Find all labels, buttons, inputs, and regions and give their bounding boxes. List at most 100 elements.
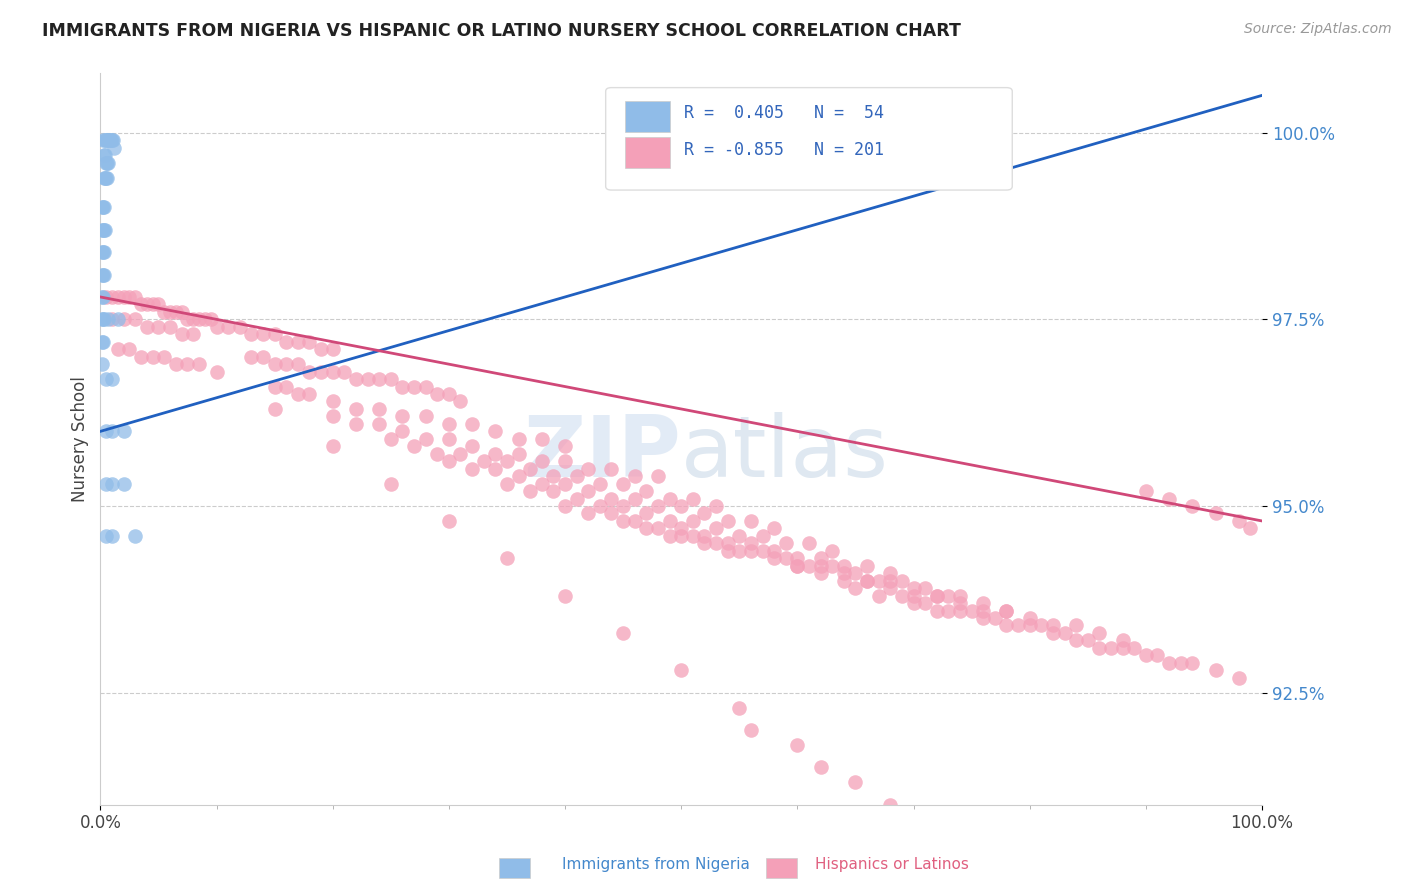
Point — [90, 245, 112, 260]
Point — [496, 551, 519, 566]
Point — [101, 133, 124, 147]
Point — [960, 603, 983, 617]
Point — [763, 544, 786, 558]
Point — [93, 223, 115, 237]
Point — [1159, 491, 1181, 506]
Point — [856, 574, 879, 588]
Point — [90, 334, 112, 349]
Point — [91, 245, 114, 260]
Point — [810, 551, 832, 566]
Point — [612, 626, 634, 640]
Point — [298, 365, 321, 379]
Point — [751, 529, 773, 543]
Point — [188, 312, 211, 326]
Point — [717, 536, 740, 550]
Point — [1111, 640, 1133, 655]
Point — [938, 603, 960, 617]
Point — [94, 148, 117, 162]
Point — [1239, 521, 1261, 535]
Point — [437, 432, 460, 446]
Point — [118, 343, 141, 357]
Point — [93, 170, 115, 185]
Point — [879, 797, 901, 812]
Point — [170, 305, 193, 319]
Point — [322, 365, 344, 379]
Point — [380, 372, 402, 386]
Point — [636, 507, 658, 521]
Point — [240, 327, 263, 342]
Point — [658, 529, 681, 543]
Point — [93, 200, 115, 214]
Point — [112, 290, 135, 304]
Point — [565, 469, 588, 483]
Point — [554, 499, 576, 513]
Point — [740, 723, 762, 737]
Point — [107, 290, 129, 304]
Point — [903, 589, 925, 603]
FancyBboxPatch shape — [626, 101, 669, 131]
Point — [101, 425, 124, 439]
Point — [368, 417, 391, 431]
Point — [276, 379, 298, 393]
Point — [1031, 618, 1053, 632]
Point — [91, 312, 114, 326]
Point — [450, 394, 472, 409]
Y-axis label: Nursery School: Nursery School — [72, 376, 89, 502]
Point — [879, 581, 901, 595]
Point — [344, 401, 367, 416]
Point — [344, 372, 367, 386]
Point — [217, 319, 239, 334]
Point — [1123, 640, 1146, 655]
Point — [96, 133, 118, 147]
FancyBboxPatch shape — [606, 87, 1012, 190]
Point — [309, 365, 332, 379]
Point — [402, 439, 425, 453]
Point — [153, 305, 176, 319]
Point — [868, 574, 890, 588]
Point — [600, 507, 623, 521]
Point — [704, 536, 727, 550]
Point — [740, 514, 762, 528]
Point — [97, 312, 120, 326]
Point — [252, 327, 274, 342]
Point — [135, 319, 157, 334]
Point — [612, 499, 634, 513]
Point — [90, 268, 112, 282]
Point — [135, 297, 157, 311]
Point — [287, 387, 309, 401]
Point — [93, 268, 115, 282]
Point — [96, 133, 118, 147]
Point — [693, 507, 716, 521]
Point — [1135, 648, 1157, 663]
Point — [972, 603, 994, 617]
Point — [914, 596, 936, 610]
Point — [98, 133, 121, 147]
Point — [925, 589, 948, 603]
Point — [786, 738, 808, 752]
Point — [129, 297, 152, 311]
Point — [97, 133, 120, 147]
Point — [263, 401, 285, 416]
Point — [658, 491, 681, 506]
Point — [484, 461, 506, 475]
Point — [118, 290, 141, 304]
Point — [1064, 618, 1087, 632]
Point — [1181, 656, 1204, 670]
Point — [693, 529, 716, 543]
Point — [589, 499, 612, 513]
Point — [96, 155, 118, 169]
Point — [1227, 671, 1250, 685]
Point — [775, 536, 797, 550]
Point — [949, 596, 972, 610]
Point — [797, 558, 820, 573]
Point — [91, 290, 114, 304]
Point — [890, 589, 912, 603]
Point — [775, 551, 797, 566]
Point — [995, 603, 1018, 617]
Point — [309, 343, 332, 357]
Point — [96, 170, 118, 185]
Point — [647, 521, 669, 535]
Point — [844, 775, 866, 789]
Point — [461, 439, 484, 453]
Point — [1181, 499, 1204, 513]
